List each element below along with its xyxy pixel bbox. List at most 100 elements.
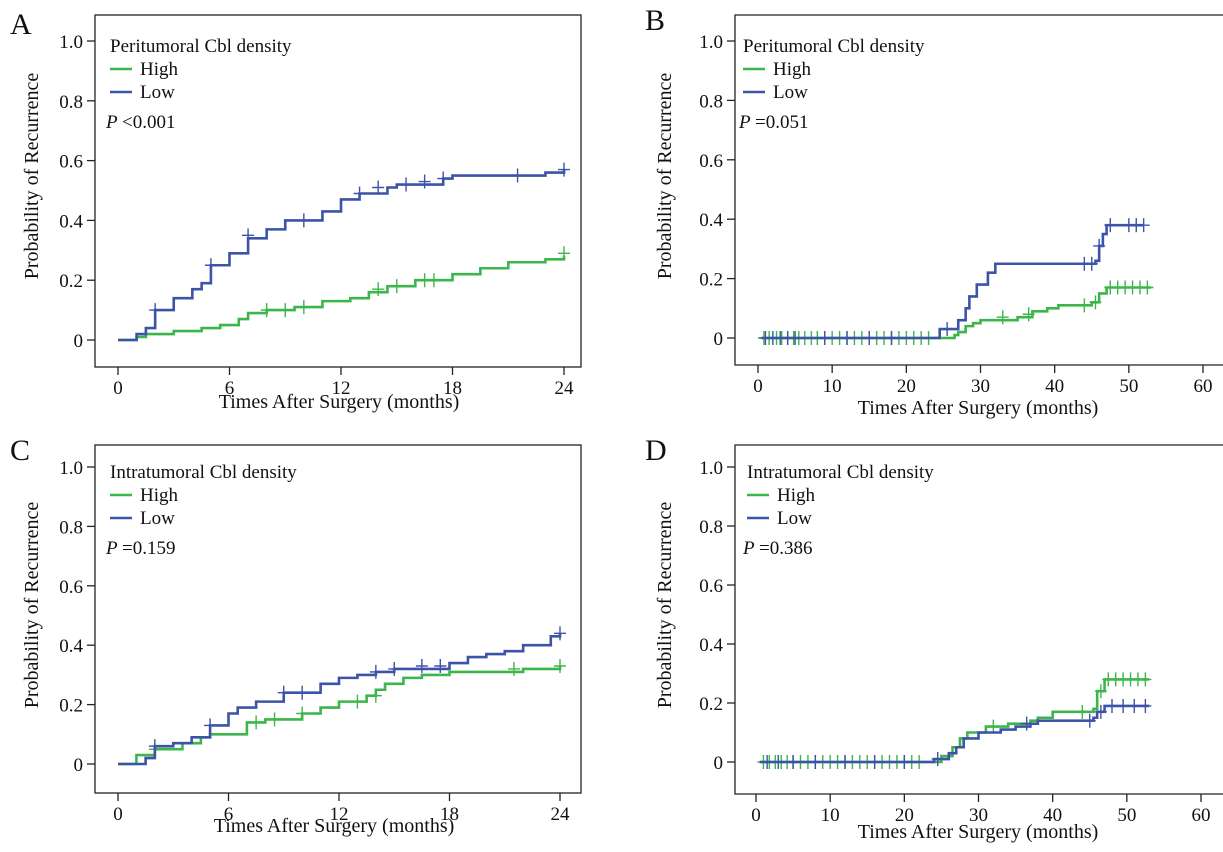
panel-d-legend-title: Intratumoral Cbl density [747, 462, 934, 483]
panel-d-xtick-label: 0 [751, 805, 761, 826]
panel-b-frame [734, 14, 1223, 366]
panel-b-xtick-label: 10 [823, 376, 842, 397]
panel-c-censor-mark-low [148, 739, 161, 754]
panel-c-censor-mark-low [296, 685, 309, 700]
panel-c-letter: C [10, 434, 30, 467]
panel-b-ytick-label: 0.2 [699, 270, 723, 291]
panel-b-censor-mark-low [1085, 256, 1098, 271]
panel-b-censor-mark-high [1089, 295, 1102, 310]
panel-d-letter: D [645, 434, 667, 467]
panel-c-ytick-label: 0.8 [59, 517, 83, 538]
panel-b-xtick-label: 60 [1194, 376, 1213, 397]
panel-a-xtick-label: 12 [332, 378, 351, 399]
panel-a-ytick-label: 0.8 [59, 92, 83, 113]
panel-a-censor-mark-high [260, 303, 273, 318]
panel-d-xlabel: Times After Surgery (months) [858, 821, 1099, 843]
panel-d-ytick-label: 0 [714, 753, 724, 774]
panel-c-ytick-label: 1.0 [59, 458, 83, 479]
panel-b-legend-title: Peritumoral Cbl density [743, 36, 925, 57]
panel-a-censor-mark-high [427, 273, 440, 288]
panel-d-series-high [759, 678, 1150, 764]
panel-d-censor-mark-low [1128, 698, 1141, 713]
panel-a-ytick-label: 0.2 [59, 271, 83, 292]
panel-d: D 0 0.2 0.4 0.6 0.8 1.0 0 10 20 30 40 50 60 Times Afte… [645, 434, 1223, 843]
panel-a-censor-mark-low [400, 177, 413, 192]
panel-d-censor-mark-low [772, 755, 785, 769]
panel-a-ytick-label: 0.4 [59, 211, 83, 232]
panel-a-series-low [118, 169, 566, 342]
panel-a-censor-mark-low [418, 174, 431, 189]
panel-b-censor-mark-high [996, 310, 1009, 325]
panel-a-censor-mark-low [149, 303, 162, 318]
panel-a-censor-mark-low [204, 258, 217, 273]
panel-a-ylabel: Probability of Recurrence [21, 73, 43, 280]
panel-d-ytick-label: 0.6 [699, 576, 723, 597]
panel-c-ytick-label: 0.2 [59, 696, 83, 717]
panel-c-legend-label-high: High [140, 485, 179, 506]
panel-d-censor-mark-low [839, 755, 851, 769]
panel-c-censor-mark-low [554, 626, 566, 641]
panel-b: B 0 0.2 0.4 0.6 0.8 1.0 0 10 20 30 40 50 60 Times Afte… [645, 4, 1223, 419]
panel-c-p-value: P =0.159 [105, 538, 175, 559]
panel-a-xtick-label: 18 [443, 378, 462, 399]
panel-d-legend-label-low: Low [777, 508, 812, 529]
panel-a-xtick-label: 24 [555, 378, 575, 399]
panel-c-censor-mark-low [415, 658, 428, 673]
panel-c-censor-mark-high [369, 688, 382, 703]
panel-c-xtick-label: 6 [224, 804, 234, 825]
panel-b-xtick-label: 30 [971, 376, 990, 397]
panel-b-censor-mark-low [818, 331, 831, 345]
panel-d-censor-mark-low [1083, 713, 1096, 728]
panel-b-censor-mark-low [789, 331, 802, 345]
panel-a-xtick-label: 0 [113, 378, 123, 399]
panel-a-censor-mark-low [372, 180, 385, 195]
panel-c-legend-label-low: Low [140, 508, 175, 529]
panel-a-legend-label-low: Low [140, 82, 175, 103]
panel-b-ytick-label: 0.8 [699, 91, 723, 112]
panel-d-censor-mark-low [809, 755, 822, 769]
panel-d-censor-mark-high [1139, 672, 1152, 687]
panel-b-censor-mark-low [1104, 218, 1117, 233]
panel-c: C 0 0.2 0.4 0.6 0.8 1.0 0 6 12 18 24 Times After Sur… [10, 434, 582, 837]
panel-d-ytick-label: 1.0 [699, 458, 723, 479]
panel-b-ytick-label: 1.0 [699, 32, 723, 53]
panel-a-ytick-label: 0 [74, 331, 84, 352]
panel-a-letter: A [10, 8, 32, 41]
panel-a-p-value: P <0.001 [105, 112, 175, 133]
panel-c-censor-mark-high [296, 706, 309, 721]
panel-b-legend-label-high: High [773, 59, 812, 80]
panel-c-censor-mark-high [554, 658, 566, 673]
panel-d-xtick-label: 40 [1043, 805, 1062, 826]
panel-b-series-low [761, 223, 1144, 340]
panel-a-censor-mark-high [297, 300, 310, 315]
panel-d-censor-mark-low [1106, 698, 1118, 713]
panel-c-censor-mark-low [204, 718, 217, 733]
panel-d-censor-mark-low [931, 752, 944, 767]
panel-b-censor-mark-low [1137, 218, 1150, 233]
panel-a-censor-mark-low [558, 162, 570, 177]
panel-d-legend-label-high: High [777, 485, 816, 506]
panel-b-censor-mark-low [1093, 238, 1106, 253]
panel-a-censor-mark-high [558, 246, 570, 261]
panel-c-censor-mark-low [388, 661, 401, 676]
panel-c-xtick-label: 24 [551, 804, 571, 825]
panel-b-xtick-label: 40 [1045, 376, 1064, 397]
panel-c-xtick-label: 12 [330, 804, 349, 825]
panel-c-censor-mark-high [250, 715, 263, 730]
panel-a-censor-mark-low [297, 213, 310, 228]
panel-c-censor-mark-high [351, 694, 364, 709]
panel-a-censor-mark-high [390, 279, 403, 294]
panel-b-ytick-label: 0.4 [699, 210, 723, 231]
panel-c-ylabel: Probability of Recurrence [21, 502, 43, 709]
panel-d-censor-mark-low [787, 755, 800, 769]
panel-d-xtick-label: 20 [895, 805, 914, 826]
panel-a-censor-mark-low [511, 168, 524, 183]
panel-c-ytick-label: 0 [74, 755, 84, 776]
panel-b-letter: B [645, 4, 665, 37]
panel-a: A 0 0.2 0.4 0.6 0.8 1.0 0 6 12 18 24 Times After Sur… [10, 8, 582, 413]
panel-b-ylabel: Probability of Recurrence [654, 73, 676, 280]
panel-a-censor-mark-low [242, 228, 255, 243]
panel-a-censor-mark-low [437, 171, 450, 186]
panel-c-xtick-label: 0 [113, 804, 123, 825]
